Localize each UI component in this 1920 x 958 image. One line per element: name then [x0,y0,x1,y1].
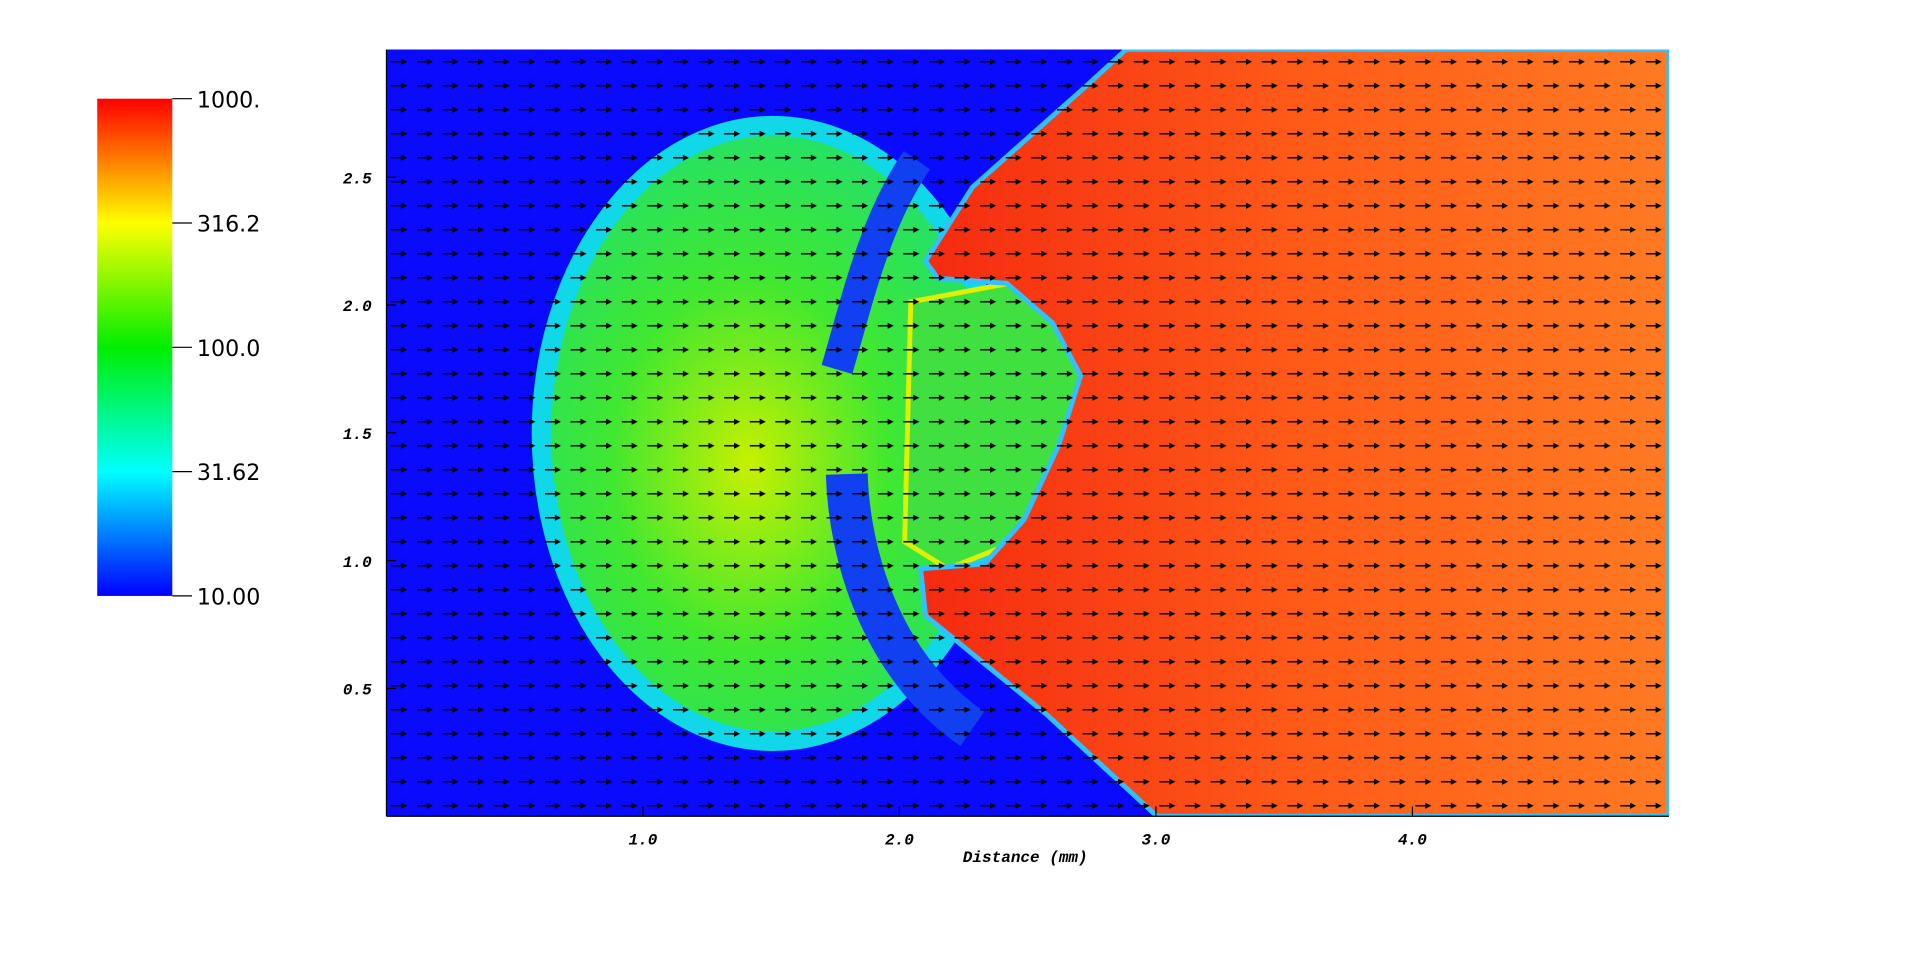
colorbar-tick-label: 1000. [197,87,260,113]
field [386,49,1669,817]
y-tick-label: 2.0 [343,298,372,316]
colorbar [97,98,173,596]
y-tick-label: 2.5 [343,170,372,188]
colorbar-tick-label: 31.62 [197,460,260,486]
colorbar-tick-label: 10.00 [197,585,260,611]
x-axis-label: Distance (mm) [963,849,1088,867]
y-tick-label: 1.5 [343,426,372,444]
x-tick-label: 1.0 [629,832,658,850]
x-tick-label: 2.0 [885,832,914,850]
y-tick-label: 1.0 [343,554,372,572]
colorbar-tick-label: 100.0 [197,336,260,362]
x-tick-label: 4.0 [1398,832,1427,850]
y-tick-label: 0.5 [343,682,372,700]
velocity-arrows [386,49,1669,817]
colorbar-tick-label: 316.2 [197,212,260,238]
x-tick-label: 3.0 [1142,832,1171,850]
